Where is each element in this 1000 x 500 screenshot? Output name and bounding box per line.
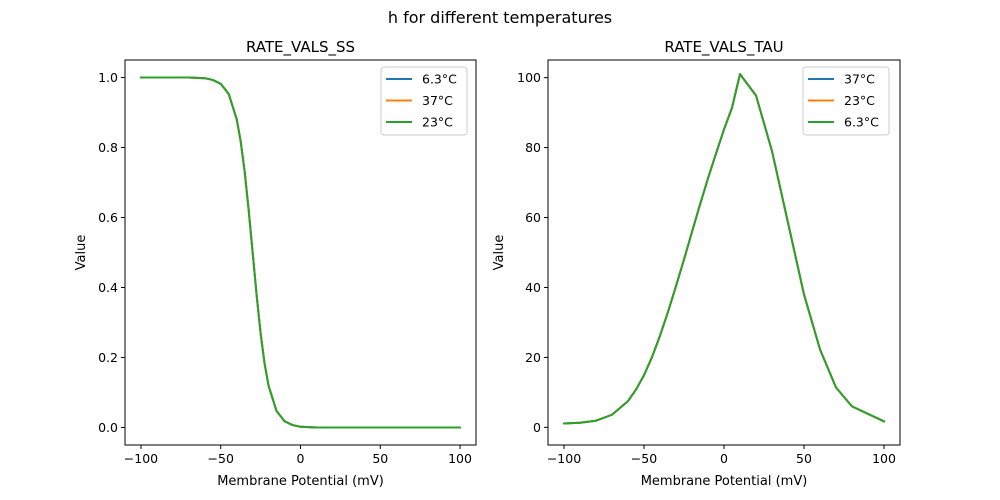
x-tick-label: 50 (372, 451, 388, 466)
subplot-rate-vals-tau: RATE_VALS_TAU −100 −50 0 50 100 0 20 40 60 80 100 Me… (492, 38, 901, 489)
y-axis-label: Value (492, 235, 507, 271)
legend-frame (380, 66, 468, 136)
figure-suptitle: h for different temperatures (388, 8, 612, 27)
legend-label: 23°C (844, 93, 875, 108)
y-tick-label: 0.6 (98, 210, 118, 225)
x-tick-label: 100 (448, 451, 472, 466)
legend-label: 23°C (422, 115, 453, 130)
y-tick-label: 100 (517, 70, 541, 85)
y-tick-label: 20 (525, 350, 541, 365)
y-tick-label: 0 (533, 420, 541, 435)
x-tick-label: −50 (208, 451, 234, 466)
legend: 6.3°C 37°C 23°C (380, 66, 468, 136)
subplot-title: RATE_VALS_SS (246, 38, 355, 57)
legend-label: 37°C (422, 93, 453, 108)
series-line (139, 76, 462, 429)
y-tick-label: 40 (525, 280, 541, 295)
x-tick-label: 0 (720, 451, 728, 466)
x-axis-label: Membrane Potential (mV) (217, 474, 384, 489)
subplot-rate-vals-ss: RATE_VALS_SS −100 −50 0 50 100 0.0 0.2 0.4 0.6 0.8… (74, 38, 477, 489)
y-tick-label: 0.0 (98, 420, 118, 435)
x-tick-label: 100 (872, 451, 896, 466)
legend: 37°C 23°C 6.3°C (802, 66, 890, 136)
y-tick-label: 1.0 (98, 70, 118, 85)
x-tick-label: −50 (631, 451, 657, 466)
y-tick-label: 0.8 (98, 140, 118, 155)
x-tick-label: −100 (547, 451, 581, 466)
y-tick-label: 80 (525, 140, 541, 155)
series-line (562, 73, 886, 425)
x-tick-label: −100 (124, 451, 158, 466)
y-tick-label: 0.4 (98, 280, 118, 295)
x-tick-label: 0 (297, 451, 305, 466)
x-axis-label: Membrane Potential (mV) (641, 474, 808, 489)
y-tick-label: 0.2 (98, 350, 118, 365)
legend-label: 6.3°C (422, 72, 457, 87)
subplot-title: RATE_VALS_TAU (664, 38, 783, 57)
legend-label: 6.3°C (844, 115, 879, 130)
legend-frame (802, 66, 890, 136)
y-axis-label: Value (74, 235, 89, 271)
legend-label: 37°C (844, 72, 875, 87)
y-tick-label: 60 (525, 210, 541, 225)
x-tick-label: 50 (796, 451, 812, 466)
